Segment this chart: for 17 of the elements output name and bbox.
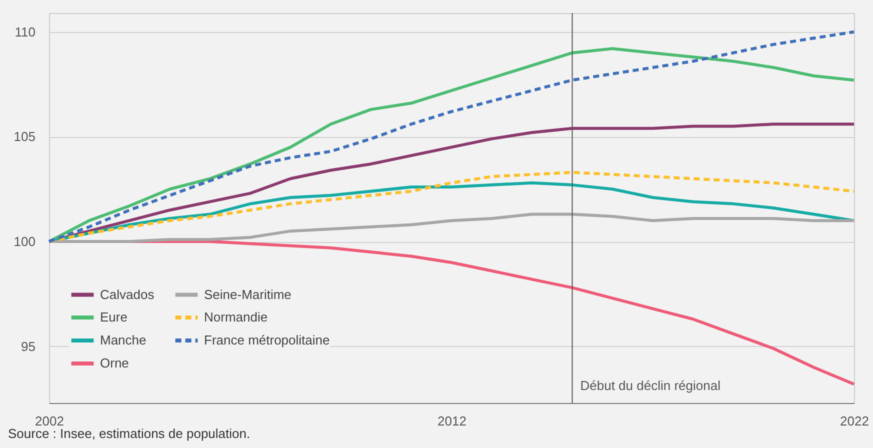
source-note: Source : Insee, estimations de population. [8,426,250,441]
y-tick-label: 105 [14,129,36,144]
legend-label: Eure [100,310,128,324]
legend-label: Orne [100,356,129,370]
x-tick-label: 2012 [438,414,466,428]
y-tick-label: 100 [14,234,36,250]
legend-label: Seine-Maritime [204,286,292,302]
legend-label: Manche [100,332,146,348]
ref-line-label: Début du déclin régional [580,378,721,393]
x-tick-label: 2022 [840,414,869,428]
legend-label: Normandie [204,310,268,324]
y-tick-label: 95 [21,338,36,354]
legend-label: Calvados [100,286,155,302]
line-series [48,212,856,244]
x-tick-label: 2002 [35,414,64,428]
y-tick-label: 110 [14,24,36,40]
legend-label: France métropolitaine [204,332,330,348]
